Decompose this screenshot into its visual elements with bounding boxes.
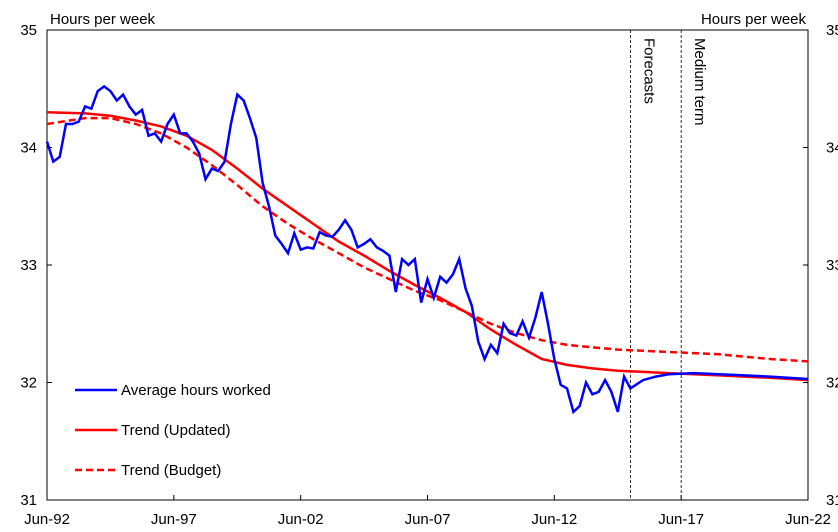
y-tick-label: 31 xyxy=(20,492,37,509)
y2-tick-label: 35 xyxy=(826,22,838,39)
y-tick-label: 35 xyxy=(20,22,37,39)
x-tick-label: Jun-22 xyxy=(785,511,831,528)
y2-tick-label: 32 xyxy=(826,375,838,392)
y2-axis-label: Hours per week xyxy=(701,11,807,28)
x-tick-label: Jun-02 xyxy=(278,511,324,528)
y-tick-label: 33 xyxy=(20,257,37,274)
annotation-text: Medium term xyxy=(691,38,708,126)
series-line xyxy=(45,84,809,415)
series-line xyxy=(46,111,809,382)
x-tick-label: Jun-92 xyxy=(24,511,70,528)
y-axis-label: Hours per week xyxy=(50,11,156,28)
legend-label: Trend (Budget) xyxy=(121,462,221,479)
y2-tick-label: 33 xyxy=(826,257,838,274)
x-tick-label: Jun-07 xyxy=(405,511,451,528)
legend-label: Average hours worked xyxy=(121,382,271,399)
y2-tick-label: 34 xyxy=(826,140,838,157)
y-tick-label: 32 xyxy=(20,375,37,392)
x-tick-label: Jun-97 xyxy=(151,511,197,528)
y-tick-label: 34 xyxy=(20,140,37,157)
legend-label: Trend (Updated) xyxy=(121,422,231,439)
x-tick-label: Jun-12 xyxy=(531,511,577,528)
y2-tick-label: 31 xyxy=(826,492,838,509)
annotation-text: Forecasts xyxy=(640,38,657,104)
x-tick-label: Jun-17 xyxy=(658,511,704,528)
series-line xyxy=(46,116,809,363)
